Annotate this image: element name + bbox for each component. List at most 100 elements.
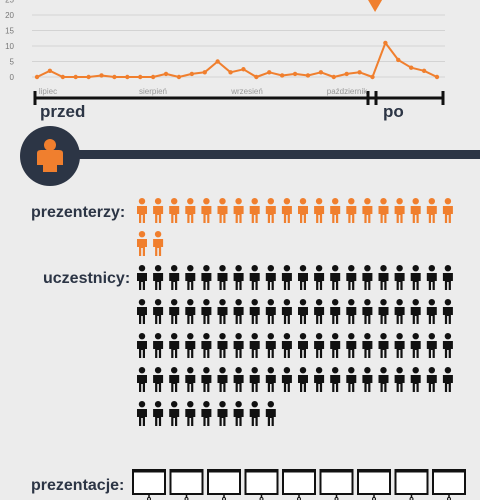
participant-icon <box>330 367 341 392</box>
participant-icon <box>153 299 164 324</box>
participant-icon <box>153 265 164 290</box>
participant-icon <box>185 367 196 392</box>
presenter-icon <box>249 198 260 223</box>
data-point <box>176 74 182 80</box>
event-marker-arrow <box>368 0 383 12</box>
presenter-icon <box>410 198 421 223</box>
participant-icon <box>217 299 228 324</box>
participant-icon <box>298 299 308 324</box>
participant-icon <box>281 265 292 290</box>
participant-icon <box>185 401 196 426</box>
participant-icon <box>426 367 437 392</box>
chart-grid <box>32 14 445 78</box>
y-axis-ticks: 0 5 10 15 20 25 <box>5 0 14 82</box>
presentation-board-icon <box>357 469 391 500</box>
participant-icon <box>394 299 405 324</box>
month-label: październik <box>327 87 368 96</box>
month-label: sierpień <box>139 87 167 96</box>
participant-icon <box>298 265 308 290</box>
data-point <box>318 70 324 75</box>
participant-icon <box>281 367 292 392</box>
series-line <box>36 41 438 78</box>
presenter-icon <box>169 198 180 223</box>
presenter-icon <box>265 198 276 223</box>
participant-icon <box>298 367 308 392</box>
presenter-icon <box>233 198 244 223</box>
data-point <box>408 65 414 70</box>
presenter-icon <box>394 198 405 223</box>
participant-icon <box>233 265 244 290</box>
participant-icon <box>201 367 212 392</box>
participant-icon <box>314 265 325 290</box>
presenter-icon <box>153 198 164 223</box>
participant-icon <box>249 401 260 426</box>
presentation-board-icon <box>207 469 241 500</box>
data-point <box>228 70 233 75</box>
presenter-icon <box>137 198 147 223</box>
data-point <box>383 40 388 46</box>
participant-icon <box>217 367 228 392</box>
participant-icon <box>153 333 164 358</box>
y-tick-label: 20 <box>5 11 14 20</box>
participant-icon <box>378 265 389 290</box>
y-tick-label: 10 <box>5 42 14 51</box>
presenter-icon <box>330 198 341 223</box>
presenter-icon <box>153 231 164 256</box>
participant-icon <box>137 401 147 426</box>
data-point <box>202 70 207 75</box>
section-divider-bar <box>60 150 480 159</box>
participant-icon <box>217 401 228 426</box>
participant-icon <box>249 265 260 290</box>
participant-icon <box>330 333 341 358</box>
participant-icon <box>265 299 276 324</box>
data-point <box>150 74 156 80</box>
participant-icon <box>249 299 260 324</box>
participant-icon <box>169 367 180 392</box>
presenter-icon <box>137 231 147 256</box>
participant-icon <box>201 265 212 290</box>
presentation-board-icon <box>169 469 204 500</box>
data-point <box>73 74 78 80</box>
participant-icon <box>217 333 228 358</box>
presenter-icon <box>281 198 292 223</box>
participant-icon <box>153 401 164 426</box>
participant-icon <box>442 299 453 324</box>
participant-icon <box>201 333 212 358</box>
participant-icon <box>394 333 405 358</box>
data-point <box>241 67 246 72</box>
presenter-icon <box>185 198 196 223</box>
data-point <box>434 74 440 80</box>
data-point <box>125 74 130 80</box>
participant-icon <box>249 333 260 358</box>
participant-icon <box>346 299 357 324</box>
participant-icon <box>410 367 421 392</box>
participant-icon <box>137 333 147 358</box>
presentation-board-icon <box>432 469 466 500</box>
participant-icon <box>394 367 405 392</box>
participant-icon <box>442 333 453 358</box>
data-point <box>292 71 298 77</box>
data-point <box>112 74 117 80</box>
participant-icon <box>362 333 373 358</box>
data-point <box>34 74 40 80</box>
participant-icon <box>137 367 147 392</box>
y-tick-label: 15 <box>5 27 14 36</box>
presenter-icon <box>442 198 453 223</box>
month-label: wrzesień <box>230 87 263 96</box>
participant-icon <box>314 333 325 358</box>
participant-icon <box>233 401 244 426</box>
presentations-label: prezentacje: <box>31 477 125 494</box>
participant-icon <box>233 299 244 324</box>
presenter-icon <box>426 198 437 223</box>
participant-icon <box>442 265 453 290</box>
participant-icon <box>362 265 373 290</box>
presenter-icon <box>217 198 228 223</box>
participant-icon <box>362 299 373 324</box>
month-labels: lipiec sierpień wrzesień październik <box>39 87 368 96</box>
month-label: lipiec <box>39 87 57 96</box>
presenter-icon <box>201 198 212 223</box>
participant-icon <box>346 367 357 392</box>
participant-icon <box>298 333 308 358</box>
participant-icon <box>169 333 180 358</box>
